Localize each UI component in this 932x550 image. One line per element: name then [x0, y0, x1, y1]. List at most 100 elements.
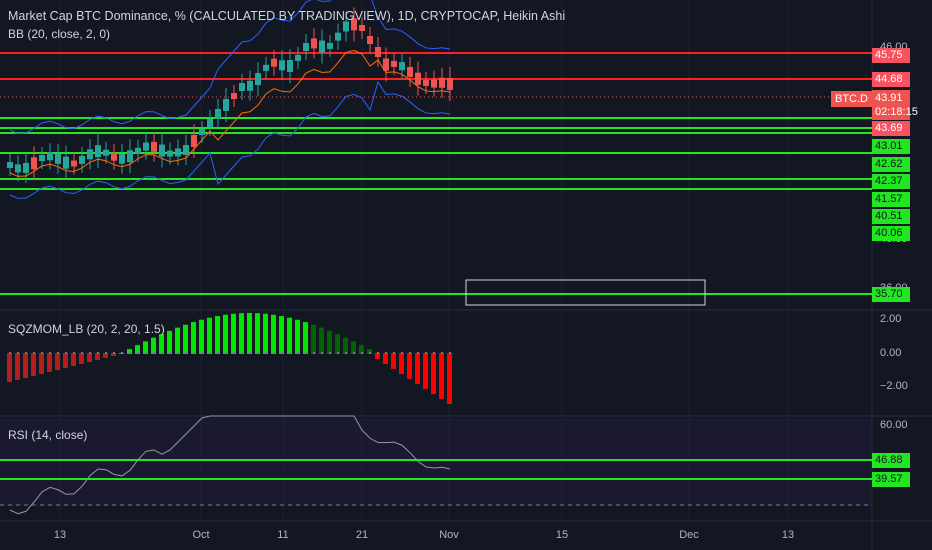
level-tag-red: 43.69 [872, 121, 910, 136]
candle-body [351, 18, 357, 31]
squeeze-dot [81, 352, 83, 354]
candle-body [47, 152, 53, 161]
squeeze-bar [199, 319, 204, 354]
rsi-level-tag: 46.88 [872, 453, 910, 468]
squeeze-dot [385, 352, 387, 354]
squeeze-dot [121, 352, 123, 354]
candle-body [31, 157, 37, 170]
squeeze-dot [321, 352, 323, 354]
squeeze-dot [409, 352, 411, 354]
squeeze-dot [241, 352, 243, 354]
squeeze-bar [271, 314, 276, 354]
squeeze-bar [231, 313, 236, 354]
candle-body [335, 32, 341, 41]
candle-body [271, 58, 277, 67]
squeeze-bar [63, 353, 68, 368]
squeeze-bar [415, 353, 420, 384]
squeeze-bar [95, 353, 100, 360]
squeeze-dot [25, 352, 27, 354]
squeeze-dot [377, 352, 379, 354]
squeeze-bar [391, 353, 396, 369]
squeeze-dot [353, 352, 355, 354]
squeeze-dot [273, 352, 275, 354]
squeeze-dot [177, 352, 179, 354]
candle-body [103, 149, 109, 156]
rsi-legend[interactable]: RSI (14, close) [8, 428, 88, 442]
squeeze-dot [137, 352, 139, 354]
squeeze-bar [351, 341, 356, 354]
squeeze-bar [431, 353, 436, 394]
squeeze-legend[interactable]: SQZMOM_LB (20, 2, 20, 1.5) [8, 322, 165, 336]
chart-title: Market Cap BTC Dominance, % (CALCULATED … [8, 9, 566, 23]
squeeze-bar [127, 349, 132, 354]
squeeze-dot [209, 352, 211, 354]
candle-body [127, 150, 133, 163]
squeeze-dot [433, 352, 435, 354]
squeeze-dot [337, 352, 339, 354]
squeeze-dot [201, 352, 203, 354]
squeeze-dot [161, 352, 163, 354]
squeeze-dot [249, 352, 251, 354]
candle-body [231, 93, 237, 99]
bb-upper [9, 0, 451, 134]
squeeze-bar [407, 353, 412, 379]
time-label: Dec [679, 529, 699, 541]
drawing-rectangle [465, 279, 706, 306]
squeeze-dot [33, 352, 35, 354]
squeeze-bar [239, 313, 244, 354]
squeeze-dot [401, 352, 403, 354]
time-label: Nov [439, 529, 459, 541]
squeeze-bar [439, 353, 444, 399]
squeeze-dot [393, 352, 395, 354]
squeeze-dot [193, 352, 195, 354]
squeeze-dot [73, 352, 75, 354]
squeeze-dot [345, 352, 347, 354]
level-tag-green: 42.37 [872, 174, 910, 189]
squeeze-bar [47, 353, 52, 372]
candle-body [55, 153, 61, 164]
squeeze-dot [65, 352, 67, 354]
squeeze-dot [105, 352, 107, 354]
squeeze-bar [423, 353, 428, 389]
squeeze-bar [39, 353, 44, 374]
squeeze-bar [87, 353, 92, 362]
squeeze-bar [207, 317, 212, 354]
squeeze-bar [367, 349, 372, 354]
candle-body [175, 148, 181, 157]
bb-legend[interactable]: BB (20, close, 2, 0) [8, 27, 111, 41]
squeeze-tick: −2.00 [880, 380, 908, 392]
level-tag-green: 43.01 [872, 139, 910, 154]
squeeze-bar [135, 345, 140, 354]
candle-body [431, 79, 437, 88]
level-tag-red: 44.68 [872, 72, 910, 87]
squeeze-bar [79, 353, 84, 364]
candle-body [391, 60, 397, 67]
squeeze-dot [441, 352, 443, 354]
squeeze-dot [97, 352, 99, 354]
squeeze-bar [319, 327, 324, 354]
candle-body [111, 152, 117, 161]
squeeze-dot [329, 352, 331, 354]
squeeze-bar [247, 313, 252, 354]
squeeze-bar [103, 353, 108, 358]
candle-body [87, 149, 93, 160]
candle-body [39, 155, 45, 162]
squeeze-dot [369, 352, 371, 354]
candle-body [279, 60, 285, 71]
time-label: 13 [53, 529, 67, 541]
squeeze-bar [167, 330, 172, 354]
squeeze-dot [9, 352, 11, 354]
candle-body [79, 155, 85, 164]
squeeze-dot [289, 352, 291, 354]
squeeze-dot [425, 352, 427, 354]
squeeze-bar [359, 345, 364, 354]
squeeze-bar [383, 353, 388, 364]
candle-body [71, 160, 77, 167]
candle-body [367, 36, 373, 44]
level-tag-green: 40.06 [872, 226, 910, 241]
candle-body [63, 156, 69, 169]
squeeze-dot [281, 352, 283, 354]
candle-body [447, 78, 453, 91]
squeeze-dot [89, 352, 91, 354]
